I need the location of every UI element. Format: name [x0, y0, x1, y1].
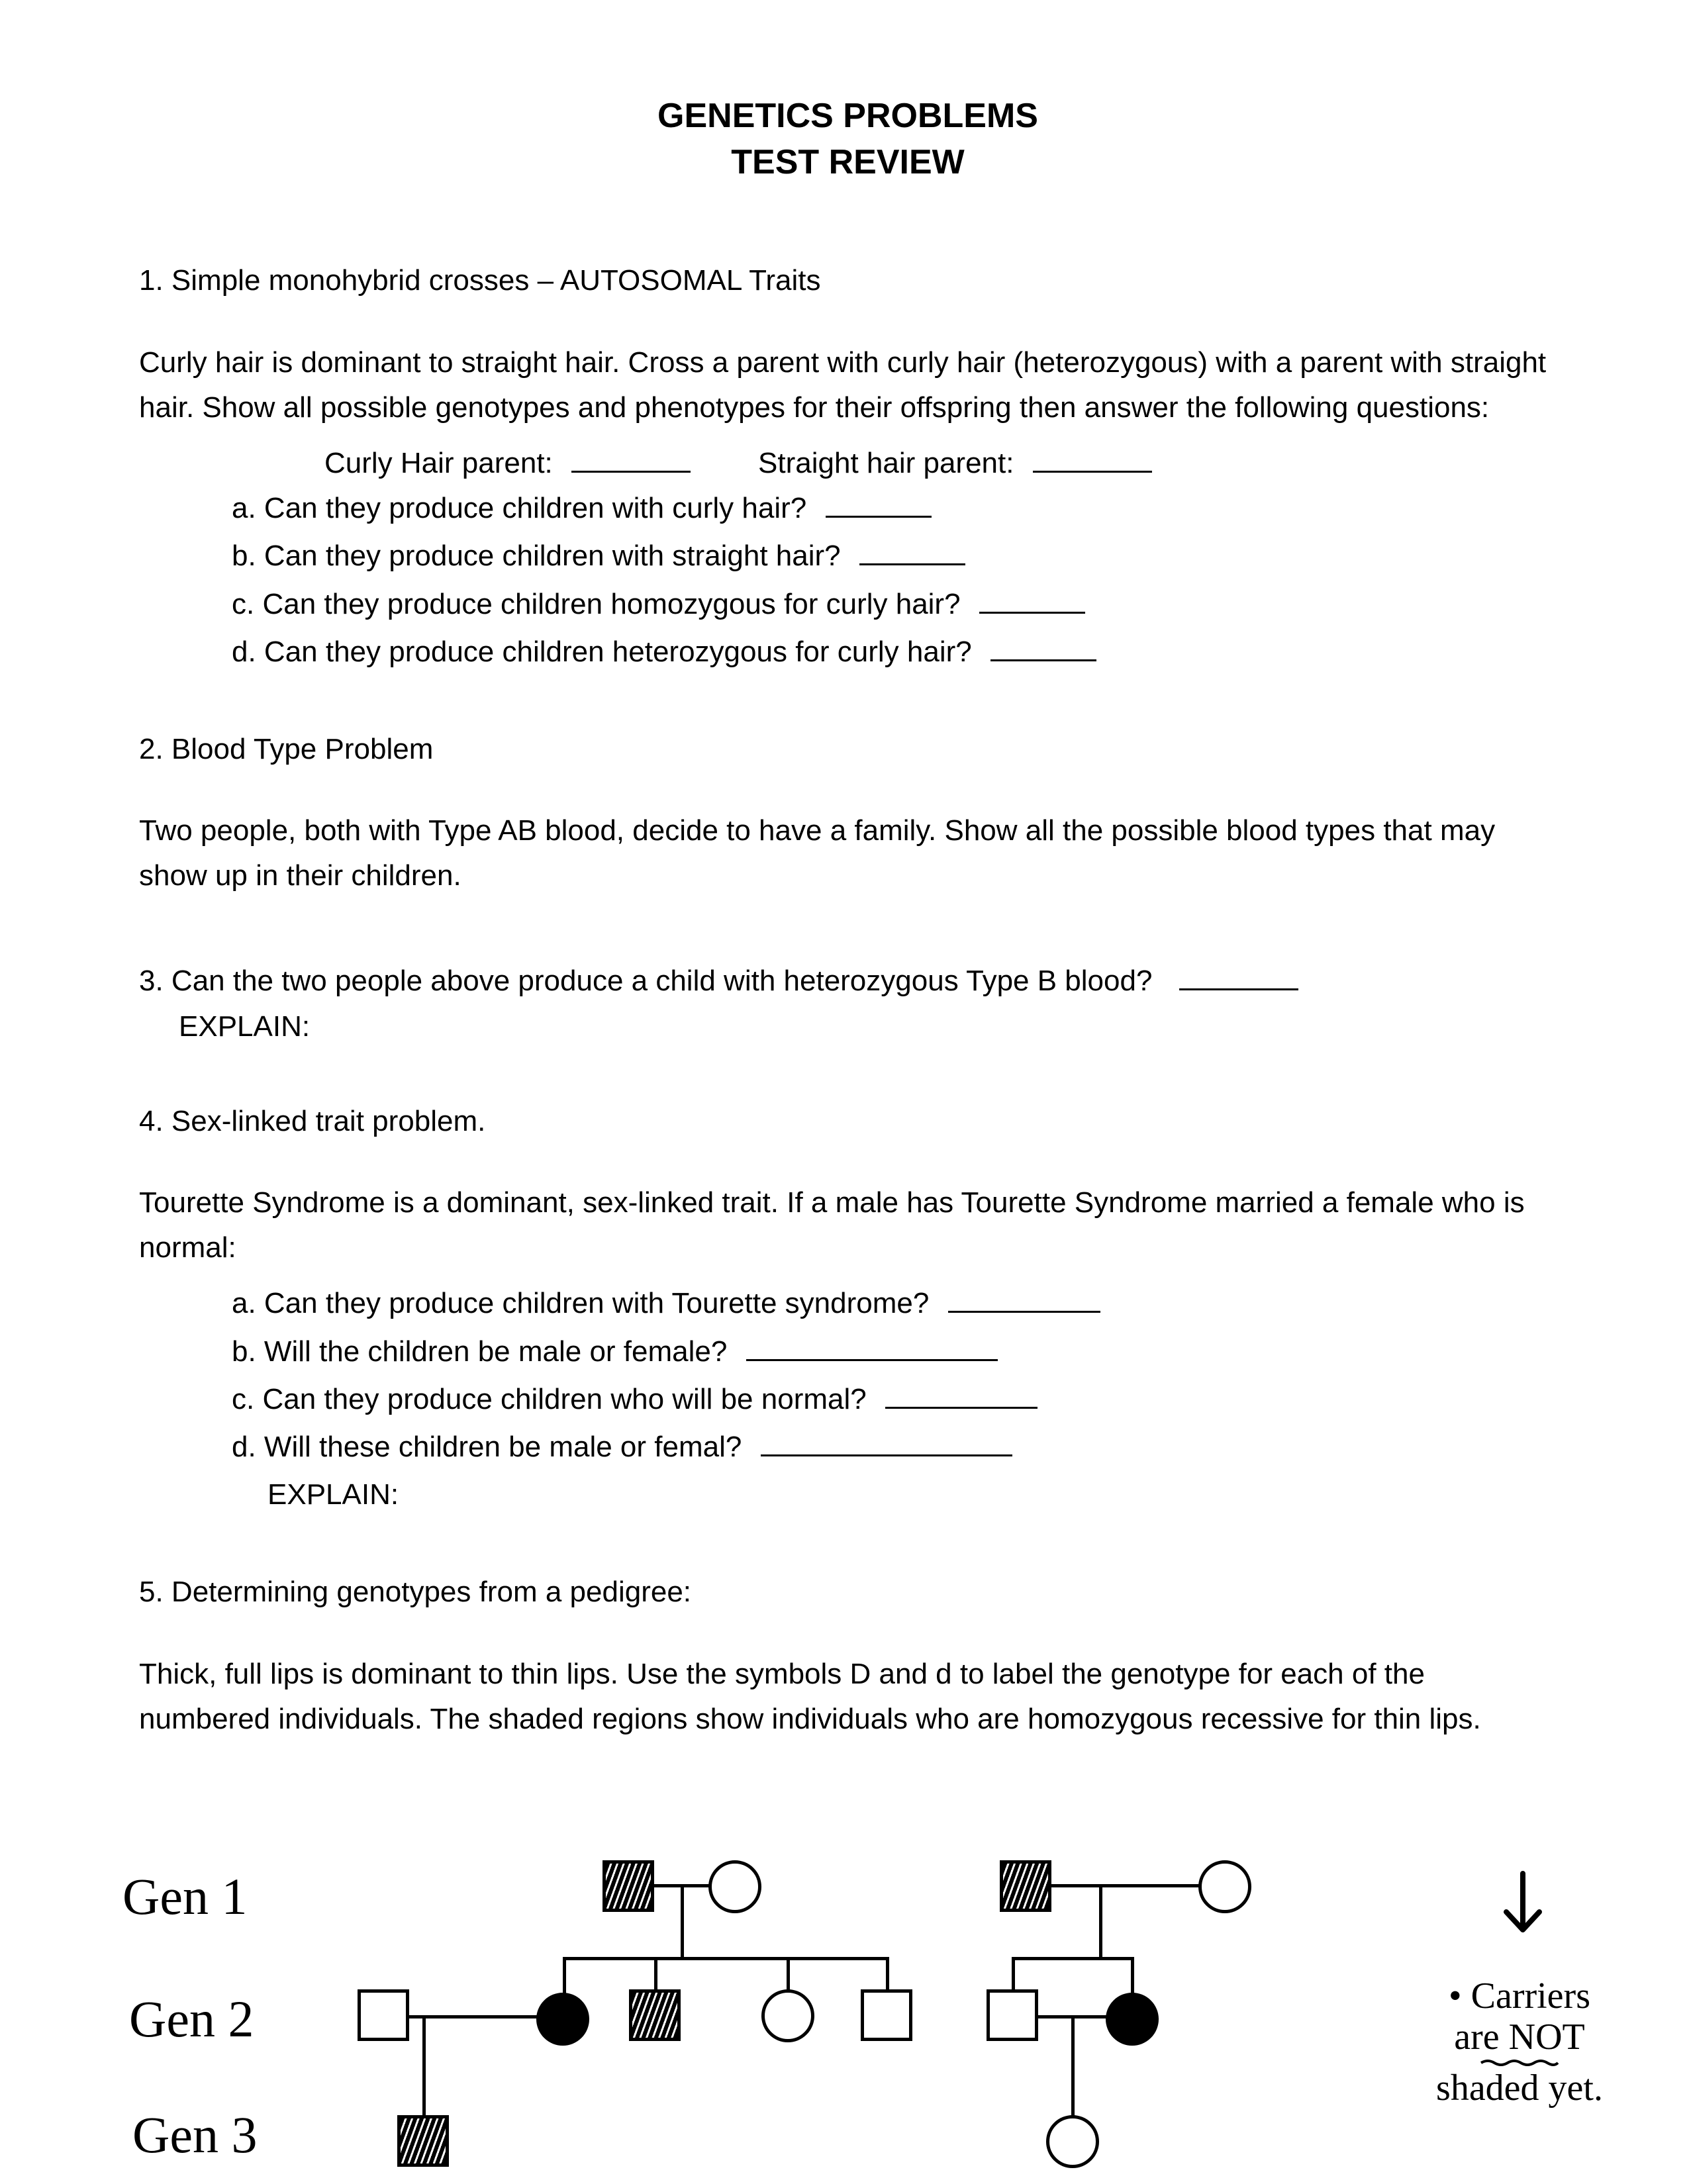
pedigree-connector — [422, 2015, 426, 2116]
q4-a: a. Can they produce children with Touret… — [232, 1287, 929, 1319]
pedigree-connector — [409, 2015, 538, 2018]
pedigree-circle-filled — [1106, 1993, 1159, 2046]
q5-para: Thick, full lips is dominant to thin lip… — [139, 1652, 1557, 1742]
q4-para: Tourette Syndrome is a dominant, sex-lin… — [139, 1180, 1557, 1270]
title-line-1: GENETICS PROBLEMS — [139, 93, 1557, 139]
pedigree-circle — [761, 1989, 814, 2042]
note-l1: • Carriers — [1371, 1976, 1668, 2017]
pedigree-connector — [1131, 1957, 1134, 1993]
pedigree-square-filled — [397, 2115, 449, 2167]
q4-b: b. Will the children be male or female? — [232, 1335, 727, 1368]
pedigree-connector — [886, 1957, 889, 1990]
pedigree-circle — [1046, 2115, 1099, 2168]
pedigree-square-filled — [603, 1860, 654, 1912]
pedigree-square — [861, 1989, 912, 2041]
q1-d: d. Can they produce children heterozygou… — [232, 636, 972, 668]
pedigree-circle — [1198, 1860, 1251, 1913]
blank[interactable] — [571, 444, 691, 473]
blank[interactable] — [826, 490, 932, 518]
q2-para: Two people, both with Type AB blood, dec… — [139, 808, 1557, 898]
pedigree-connector — [1071, 2015, 1075, 2116]
pedigree-connector — [1012, 1957, 1015, 1990]
q1-parent2-label: Straight hair parent: — [758, 447, 1014, 479]
blank[interactable] — [885, 1380, 1038, 1409]
pedigree-square-filled — [1000, 1860, 1051, 1912]
hand-gen3: Gen 3 — [132, 2105, 257, 2165]
pedigree-connector — [1051, 1884, 1200, 1887]
hand-note: • Carriers are NOT shaded yet. — [1371, 1976, 1668, 2109]
pedigree-connector — [1099, 1884, 1102, 1957]
q3-line: 3. Can the two people above produce a ch… — [139, 959, 1557, 1004]
q3-text: 3. Can the two people above produce a ch… — [139, 965, 1152, 997]
q4-heading: 4. Sex-linked trait problem. — [139, 1099, 1557, 1144]
q1-heading: 1. Simple monohybrid crosses – AUTOSOMAL… — [139, 258, 1557, 303]
q1-b: b. Can they produce children with straig… — [232, 540, 841, 572]
body: 1. Simple monohybrid crosses – AUTOSOMAL… — [139, 258, 1557, 1742]
hand-gen2: Gen 2 — [129, 1989, 254, 2049]
q1-parent1-label: Curly Hair parent: — [324, 447, 553, 479]
pedigree-diagram — [285, 1854, 1344, 2171]
blank[interactable] — [761, 1428, 1012, 1456]
q1-parent-line: Curly Hair parent: Straight hair parent: — [139, 441, 1557, 486]
blank[interactable] — [990, 633, 1096, 661]
q5-heading: 5. Determining genotypes from a pedigree… — [139, 1570, 1557, 1615]
pedigree-square-filled — [629, 1989, 681, 2041]
blank[interactable] — [1033, 444, 1152, 473]
q1-sublist: a. Can they produce children with curly … — [139, 486, 1557, 675]
pedigree-circle — [708, 1860, 761, 1913]
q4-explain: EXPLAIN: — [232, 1472, 1557, 1517]
q4-sublist: a. Can they produce children with Touret… — [139, 1281, 1557, 1517]
pedigree-square — [987, 1989, 1038, 2041]
pedigree-square — [358, 1989, 409, 2041]
pedigree-connector — [681, 1884, 684, 1957]
page-title: GENETICS PROBLEMS TEST REVIEW — [139, 93, 1557, 185]
q1-c: c. Can they produce children homozygous … — [232, 588, 961, 620]
q4-d: d. Will these children be male or femal? — [232, 1431, 742, 1463]
title-line-2: TEST REVIEW — [139, 139, 1557, 185]
q3-explain: EXPLAIN: — [139, 1004, 1557, 1049]
hand-gen1: Gen 1 — [122, 1867, 247, 1926]
worksheet-page: GENETICS PROBLEMS TEST REVIEW 1. Simple … — [0, 0, 1689, 2184]
blank[interactable] — [979, 585, 1085, 614]
blank[interactable] — [948, 1285, 1100, 1313]
q2-heading: 2. Blood Type Problem — [139, 727, 1557, 772]
pedigree-connector — [787, 1957, 790, 1990]
note-l2: are NOT — [1371, 2017, 1668, 2069]
pedigree-connector — [563, 1957, 887, 1960]
pedigree-circle-filled — [536, 1993, 589, 2046]
blank[interactable] — [1179, 963, 1298, 991]
down-arrow-icon — [1490, 1867, 1556, 1953]
note-l3: shaded yet. — [1371, 2068, 1668, 2109]
blank[interactable] — [859, 538, 965, 566]
pedigree-connector — [563, 1957, 566, 1993]
blank[interactable] — [746, 1333, 998, 1361]
q1-para: Curly hair is dominant to straight hair.… — [139, 340, 1557, 430]
q4-c: c. Can they produce children who will be… — [232, 1383, 867, 1415]
q1-a: a. Can they produce children with curly … — [232, 492, 806, 524]
pedigree-connector — [1012, 1957, 1134, 1960]
pedigree-connector — [654, 1957, 657, 1990]
